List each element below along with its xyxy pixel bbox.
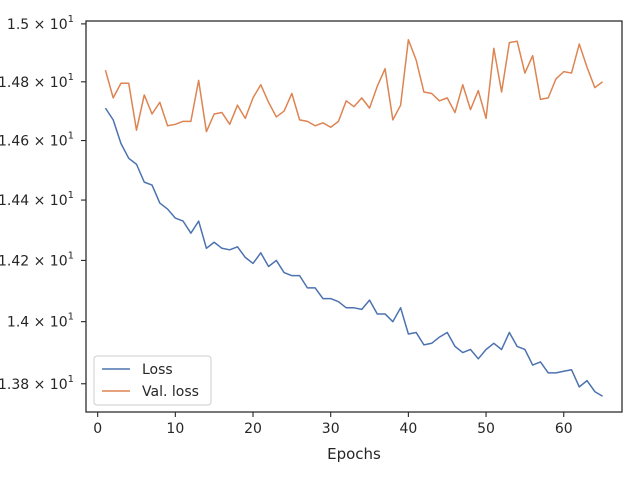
x-tick-label: 10 [166, 421, 184, 437]
x-tick-label: 60 [555, 421, 573, 437]
y-tick-label: 1.46 × 101 [0, 131, 74, 150]
y-tick-label: 1.4 × 101 [7, 312, 74, 331]
y-tick-label: 1.42 × 101 [0, 250, 74, 269]
x-tick-label: 30 [322, 421, 340, 437]
x-tick-label: 0 [93, 421, 102, 437]
series-line-val-loss [104, 38, 604, 133]
x-tick-label: 50 [477, 421, 495, 437]
legend-label: Val. loss [142, 384, 199, 400]
axes-frame [85, 20, 623, 413]
y-axis-ticks: 1.38 × 101 1.4 × 101 1.42 × 101 1.44 × 101 1… [0, 14, 86, 393]
series-line-loss [104, 107, 603, 397]
x-tick-label: 40 [399, 421, 417, 437]
x-axis-ticks: 0 10 20 30 40 50 60 [93, 412, 573, 437]
x-axis-label: Epochs [327, 445, 381, 463]
y-tick-label: 1.38 × 101 [0, 374, 74, 393]
y-tick-label: 1.44 × 101 [0, 190, 74, 209]
x-tick-label: 20 [244, 421, 262, 437]
y-tick-label: 1.48 × 101 [0, 72, 74, 91]
y-tick-label: 1.5 × 101 [7, 14, 74, 33]
plot-area [104, 38, 604, 397]
legend-label: Loss [142, 362, 173, 378]
legend: Loss Val. loss [93, 355, 212, 406]
